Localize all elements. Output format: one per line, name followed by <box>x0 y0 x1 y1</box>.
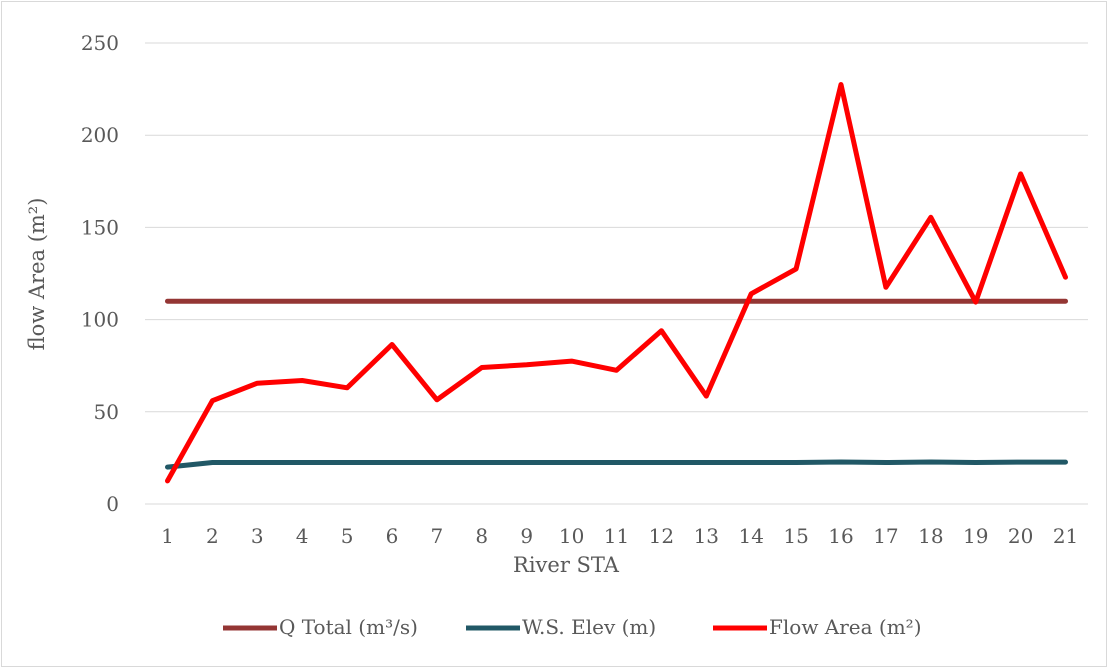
x-tick-label: 20 <box>1008 524 1033 548</box>
x-tick-label: 18 <box>918 524 943 548</box>
legend-label: Flow Area (m²) <box>769 615 922 639</box>
x-tick-label: 1 <box>161 524 174 548</box>
x-tick-label: 19 <box>963 524 988 548</box>
legend: Q Total (m³/s) W.S. Elev (m) Flow Area (m²… <box>223 615 922 639</box>
x-tick-label: 6 <box>386 524 399 548</box>
x-tick-label: 10 <box>559 524 584 548</box>
x-tick-label: 17 <box>873 524 898 548</box>
y-tick-label: 100 <box>81 308 119 332</box>
x-tick-label: 12 <box>649 524 674 548</box>
series-line-1 <box>165 459 1068 470</box>
legend-label: W.S. Elev (m) <box>522 615 656 639</box>
x-tick-label: 4 <box>296 524 309 548</box>
x-tick-label: 2 <box>206 524 219 548</box>
x-tick-label: 7 <box>431 524 444 548</box>
y-tick-label: 0 <box>106 492 119 516</box>
y-axis-title: flow Area (m²) <box>25 198 49 351</box>
x-tick-label: 11 <box>604 524 629 548</box>
x-axis-ticks: 1 2 3 4 5 6 7 8 9 10 11 12 13 14 15 16 17 18 19 20 21 <box>161 524 1078 548</box>
x-tick-label: 13 <box>694 524 719 548</box>
x-tick-label: 8 <box>475 524 488 548</box>
gridlines <box>145 42 1088 505</box>
y-tick-label: 50 <box>94 400 119 424</box>
x-tick-label: 3 <box>251 524 264 548</box>
legend-label: Q Total (m³/s) <box>279 615 418 639</box>
x-tick-label: 21 <box>1053 524 1078 548</box>
y-tick-label: 200 <box>81 123 119 147</box>
x-tick-label: 15 <box>783 524 808 548</box>
x-tick-label: 16 <box>828 524 853 548</box>
series-line-2 <box>165 82 1068 484</box>
y-tick-label: 150 <box>81 215 119 239</box>
x-tick-label: 5 <box>341 524 354 548</box>
x-axis-title: River STA <box>513 553 620 577</box>
y-tick-label: 250 <box>81 31 119 55</box>
x-tick-label: 9 <box>520 524 533 548</box>
series-lines <box>165 82 1068 484</box>
x-tick-label: 14 <box>738 524 763 548</box>
y-axis-ticks: 0 50 100 150 200 250 <box>81 31 119 516</box>
